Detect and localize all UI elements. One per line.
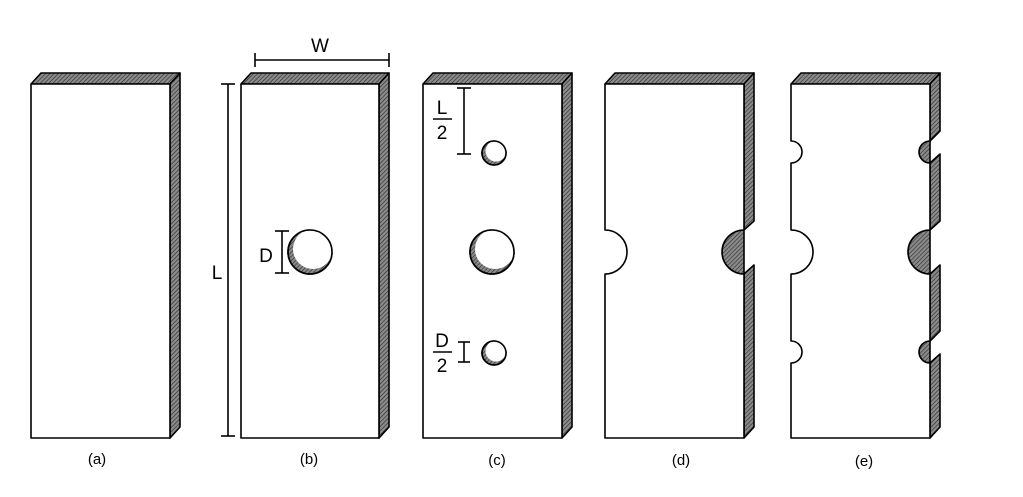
half-diameter-dimension-line [458, 341, 470, 363]
specimen-e-top-face [790, 72, 941, 85]
specimen-c-top-hole [481, 140, 507, 166]
specimen-a-front-face [30, 83, 171, 439]
width-dimension-line [254, 53, 390, 67]
specimen-c-bottom-hole [481, 340, 507, 366]
caption-d: (d) [672, 452, 690, 469]
specimen-b-top-face [240, 72, 390, 85]
specimen-b-center-hole-shape [287, 229, 333, 275]
diameter-dimension-line [275, 230, 289, 274]
specimen-c-side-face [561, 72, 573, 439]
half-length-denominator: 2 [437, 123, 448, 144]
specimen-a-top-face [30, 72, 181, 85]
caption-e: (e) [855, 453, 873, 470]
caption-b: (b) [300, 451, 318, 468]
specimen-c-top-face [422, 72, 573, 85]
specimen-a-side-face [169, 72, 181, 439]
specimen-e-front-face [790, 83, 931, 439]
specimen-c-center-hole [469, 229, 515, 275]
half-diameter-denominator: 2 [437, 356, 448, 377]
length-dimension-line [221, 83, 235, 437]
specimen-d-top-face [604, 72, 755, 85]
width-label: W [311, 36, 329, 57]
diameter-label: D [259, 246, 273, 267]
specimen-d-front-face [604, 83, 745, 439]
half-diameter-numerator: D [435, 331, 449, 352]
half-length-numerator: L [437, 98, 448, 119]
caption-c: (c) [488, 452, 506, 469]
length-label: L [212, 263, 223, 284]
caption-a: (a) [88, 451, 106, 468]
specimen-c-three-holes [422, 72, 573, 439]
specimen-b-side-face [378, 72, 390, 439]
specimen-d-edge-notches [604, 72, 755, 439]
specimen-b-center-hole [240, 72, 390, 439]
specimen-a-plain [30, 72, 181, 439]
specimen-e-multi-notches [790, 72, 941, 439]
half-length-dimension-line [457, 87, 471, 155]
